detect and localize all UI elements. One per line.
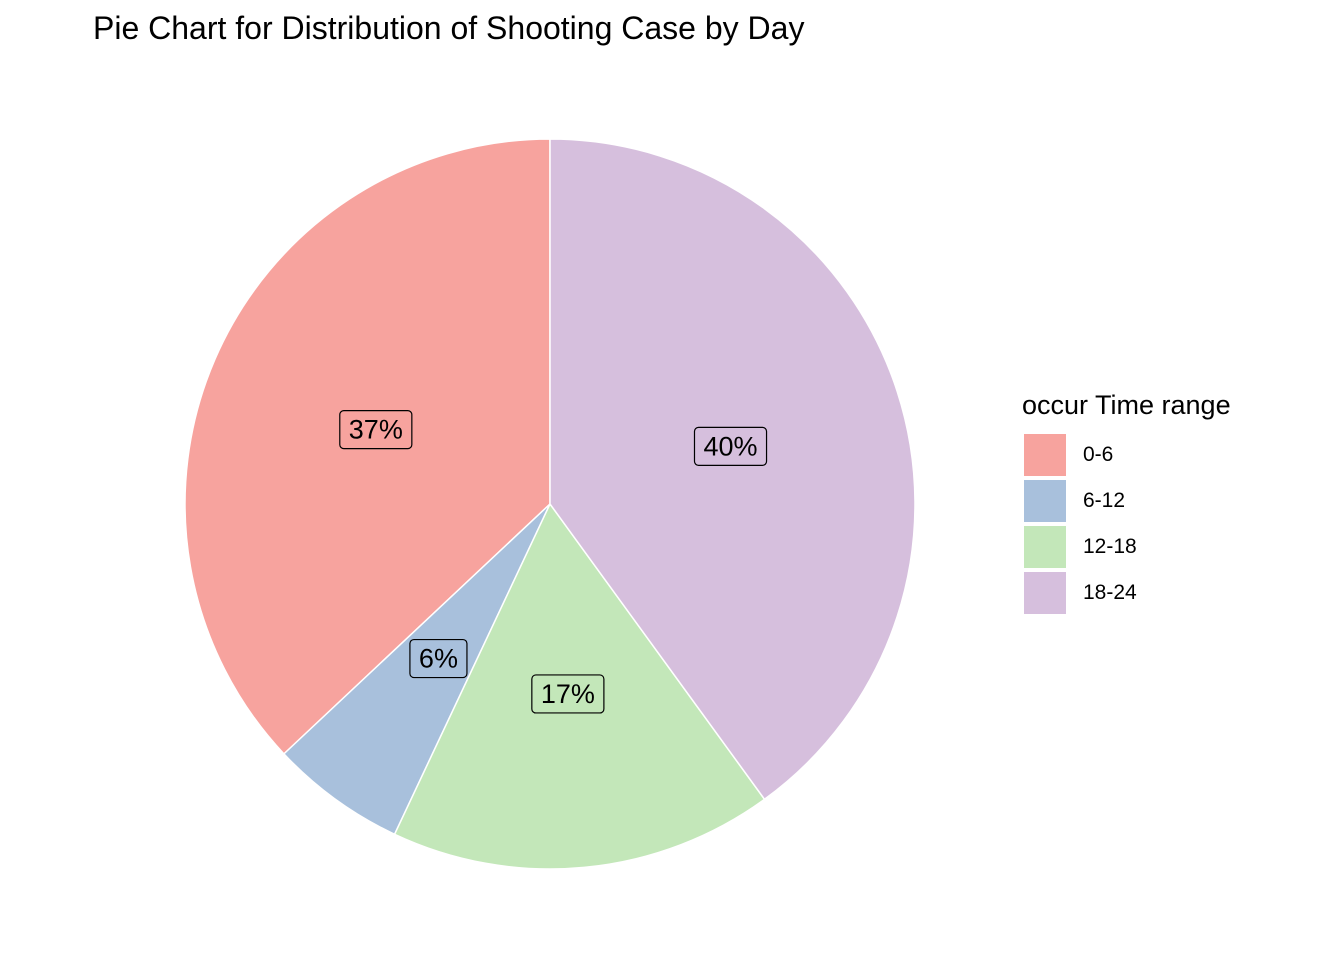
pie-label-12-18: 17% [531,674,605,714]
pie-label-text: 17% [541,679,595,709]
legend-label: 18-24 [1083,581,1137,604]
legend: occur Time range 0-6 6-12 12-18 18-24 [1022,388,1231,616]
legend-label: 0-6 [1083,443,1114,466]
legend-swatch [1024,572,1066,614]
pie-label-0-6: 37% [339,410,413,450]
pie-label-box [339,410,413,450]
legend-label: 12-18 [1083,535,1137,558]
pie-label-6-12: 6% [409,638,468,679]
legend-swatch [1024,480,1066,522]
pie-label-box [409,638,468,679]
pie-label-text: 40% [703,431,757,461]
pie-label-text: 6% [419,644,458,674]
pie-slices [184,138,916,870]
legend-item-6-12: 6-12 [1022,478,1231,524]
legend-swatch [1024,434,1066,476]
pie-label-18-24: 40% [693,426,768,466]
legend-label: 6-12 [1083,489,1126,512]
chart-title: Pie Chart for Distribution of Shooting C… [93,10,805,46]
legend-item-12-18: 12-18 [1022,524,1231,570]
pie-slice-18-24 [549,138,916,801]
legend-items: 0-6 6-12 12-18 18-24 [1022,432,1231,616]
pie-label-box [531,674,605,714]
pie-slice-labels: 37% 6% 17% 40% [339,410,768,714]
legend-swatch [1024,526,1066,568]
legend-title: occur Time range [1022,390,1231,420]
legend-item-0-6: 0-6 [1022,432,1231,478]
pie-label-box [693,426,768,466]
pie-label-text: 37% [349,415,403,445]
legend-item-18-24: 18-24 [1022,570,1231,616]
